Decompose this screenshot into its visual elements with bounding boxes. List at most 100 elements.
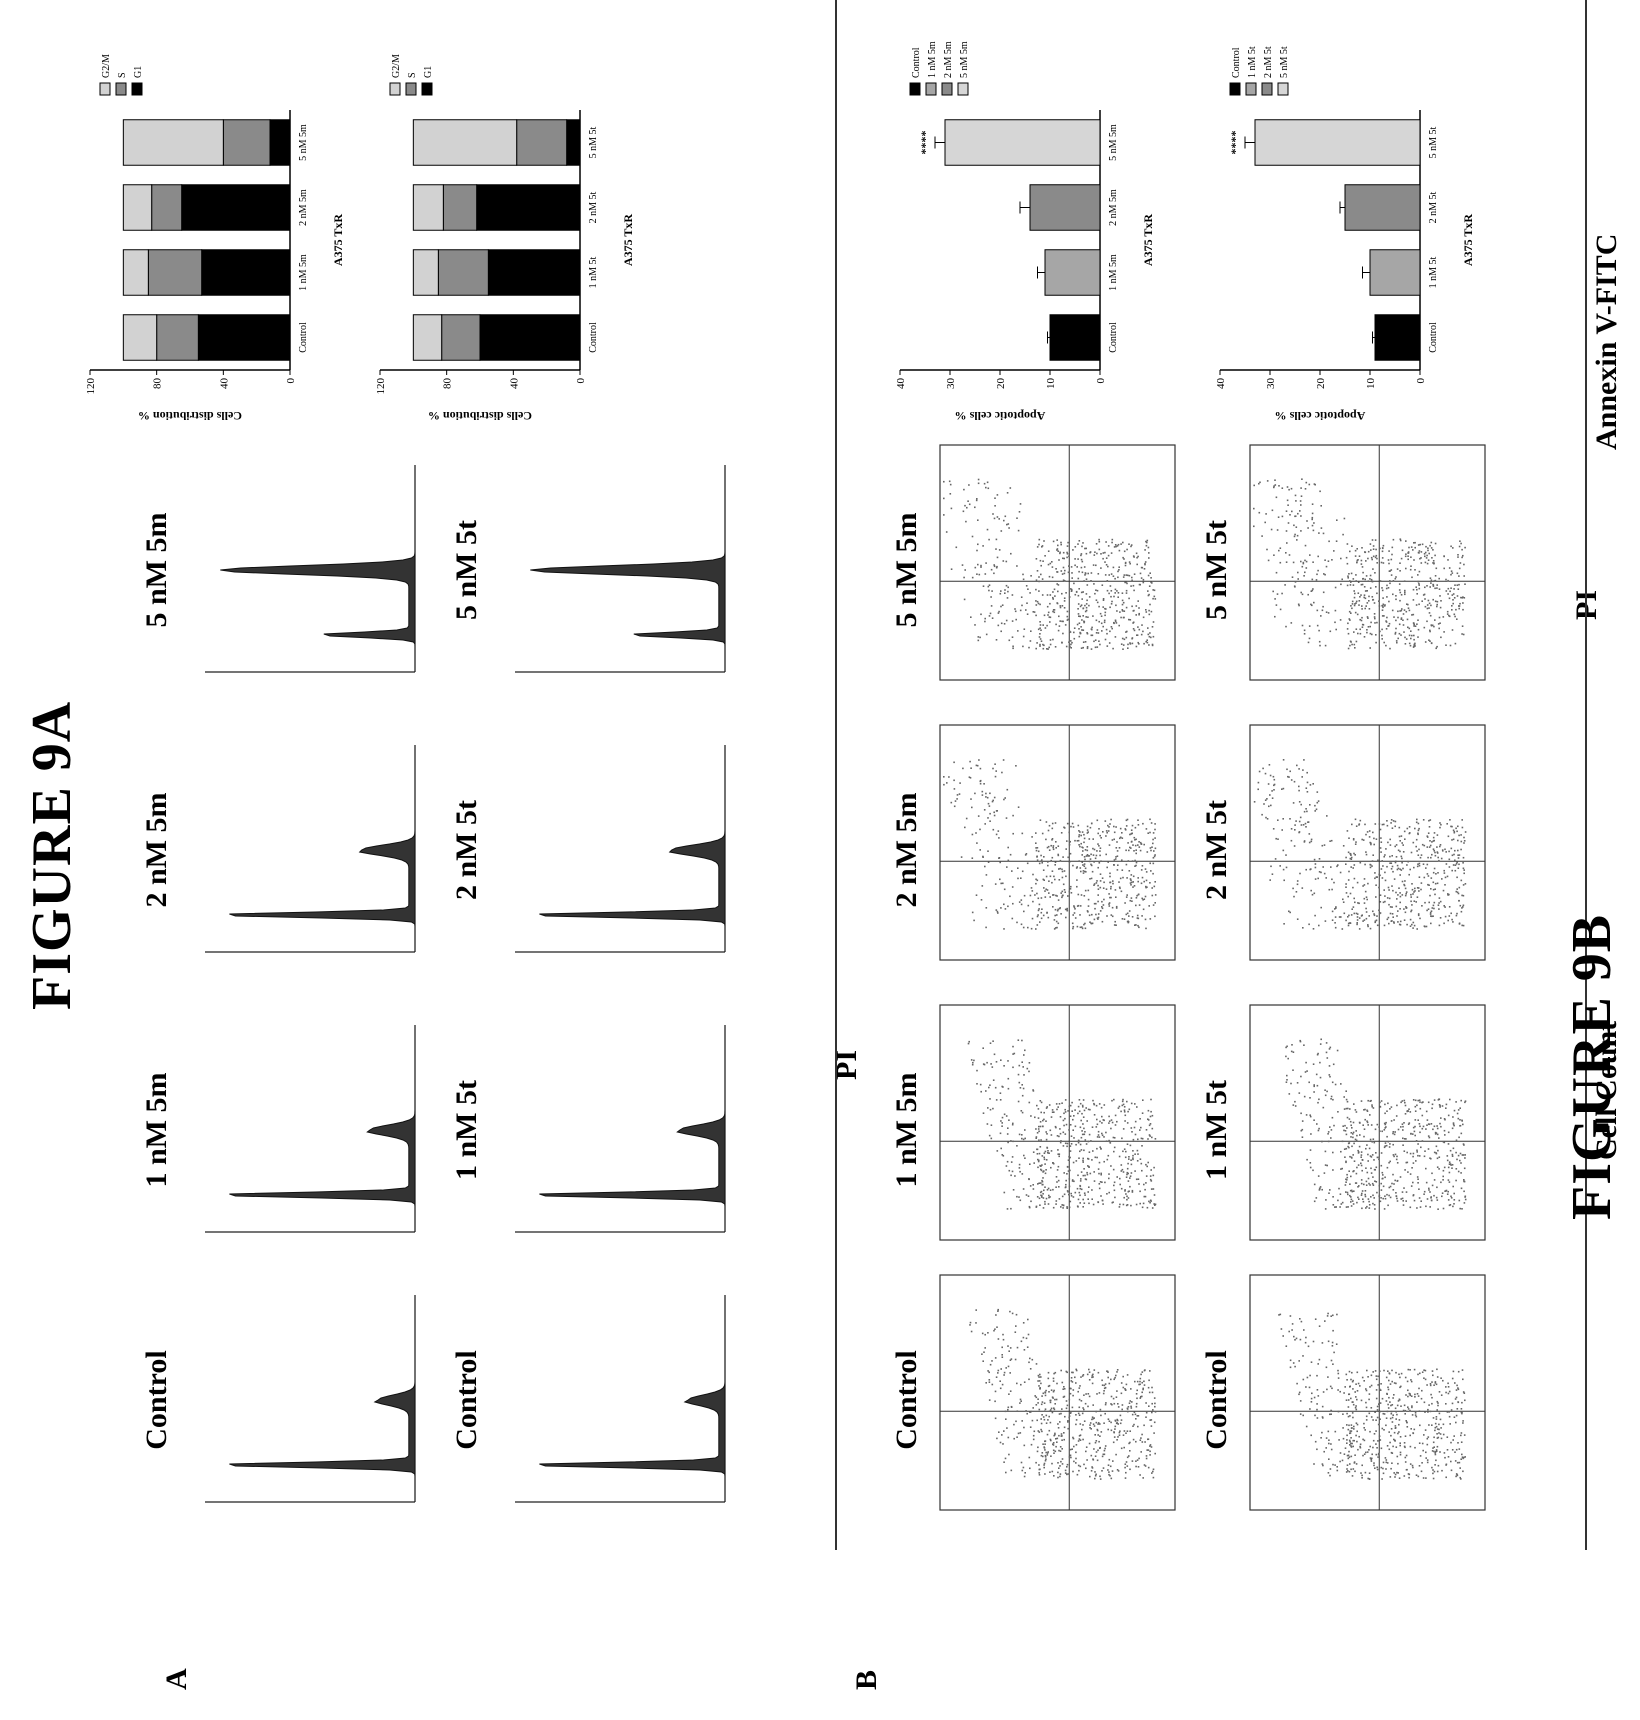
bar-segment: [412, 249, 439, 296]
bar-segment: [566, 119, 581, 166]
scatter-svg: [1249, 1274, 1486, 1511]
bar-segment: [156, 314, 199, 361]
x-tick-label: Control: [298, 322, 309, 353]
pi-axis-title-b: PI: [1570, 590, 1604, 620]
legend-label: G1: [423, 66, 434, 78]
legend-label: S: [117, 72, 128, 78]
y-tick-label: 0: [575, 378, 587, 384]
bar-segment: [441, 314, 481, 361]
scatter-plot: [1245, 1270, 1495, 1520]
legend-label: G1: [133, 66, 144, 78]
y-tick-label: 40: [218, 378, 230, 390]
y-tick-label: 120: [375, 378, 387, 395]
panel-separator-b: [1585, 0, 1587, 1550]
legend-swatch: [925, 82, 937, 96]
histogram-plot: [200, 740, 430, 970]
histogram-plot: [510, 460, 740, 690]
legend-swatch: [405, 82, 417, 96]
histogram-svg: [515, 1025, 726, 1233]
histogram-svg: [515, 745, 726, 953]
scatter-frame: [939, 724, 1176, 961]
bar-segment: [516, 119, 568, 166]
bar-chart: 0 40 80 120 Cells distribution % A375 TxR Cont…: [70, 20, 350, 430]
condition-label-b: 1 nM 5t: [1200, 1080, 1233, 1180]
histogram-curve: [229, 745, 416, 952]
condition-label-b: 5 nM 5t: [1200, 520, 1233, 620]
condition-label-b: Control: [890, 1350, 923, 1450]
bar: [1049, 314, 1101, 361]
legend-swatch: [131, 82, 143, 96]
bar-segment: [181, 184, 291, 231]
bar-chart-svg: 0 10 20 30 40 Apoptotic cells % A375 TxR Contro…: [1215, 46, 1475, 423]
condition-label-b: Control: [1200, 1350, 1233, 1450]
bar-chart: 0 10 20 30 40 Apoptotic cells % A375 TxR Contro…: [880, 20, 1160, 430]
bar-ylabel: Cells distribution %: [138, 409, 242, 423]
scatter-frame: [939, 444, 1176, 681]
bar-segment: [442, 184, 478, 231]
scatter-plot: [935, 1270, 1185, 1520]
significance-label: ****: [1228, 131, 1242, 155]
legend-label: 2 nM 5m: [943, 41, 954, 78]
scatter-frame: [1249, 724, 1486, 961]
histogram-svg: [515, 1295, 726, 1503]
legend-swatch: [115, 82, 127, 96]
y-tick-label: 10: [1365, 378, 1377, 390]
bar: [1254, 119, 1421, 166]
condition-label-a: 1 nM 5m: [140, 1072, 173, 1188]
condition-label-a: 2 nM 5m: [140, 792, 173, 908]
scatter-frame: [1249, 444, 1486, 681]
x-tick-label: 5 nM 5m: [298, 124, 309, 161]
legend-swatch: [1245, 82, 1257, 96]
legend-label: 2 nM 5t: [1263, 46, 1274, 78]
condition-label-a: 2 nM 5t: [450, 800, 483, 900]
x-tick-label: Control: [588, 322, 599, 353]
condition-label-a: Control: [450, 1350, 483, 1450]
y-tick-label: 10: [1045, 378, 1057, 390]
scatter-svg: [1249, 444, 1486, 681]
bar-segment: [412, 119, 518, 166]
scatter-svg: [939, 1274, 1176, 1511]
bar-chart: 0 40 80 120 Cells distribution % A375 TxR Cont…: [360, 20, 640, 430]
histogram-curve: [539, 1295, 726, 1502]
legend-swatch: [1261, 82, 1273, 96]
x-tick-label: 2 nM 5m: [298, 189, 309, 226]
x-tick-label: 2 nM 5t: [588, 191, 599, 223]
bar-ylabel: Cells distribution %: [428, 409, 532, 423]
panel-b-letter: B: [850, 1669, 883, 1690]
histogram-plot: [510, 1020, 740, 1250]
condition-label-b: 2 nM 5t: [1200, 800, 1233, 900]
y-tick-label: 120: [85, 378, 97, 395]
bar-segment: [479, 314, 581, 361]
x-tick-label: 1 nM 5t: [588, 256, 599, 288]
x-tick-label: 1 nM 5t: [1428, 256, 1439, 288]
bar-segment: [201, 249, 291, 296]
scatter-plot: [935, 440, 1185, 690]
legend-label: 1 nM 5t: [1247, 46, 1258, 78]
scatter-plot: [1245, 1000, 1495, 1250]
legend-label: 1 nM 5m: [927, 41, 938, 78]
histogram-curve: [229, 1025, 416, 1232]
figure-9b-title: FIGURE 9B: [1561, 913, 1623, 1220]
y-tick-label: 0: [1095, 378, 1107, 384]
y-tick-label: 40: [895, 378, 907, 390]
condition-label-a: 5 nM 5m: [140, 512, 173, 628]
legend-swatch: [389, 82, 401, 96]
scatter-frame: [1249, 1274, 1486, 1511]
scatter-svg: [939, 444, 1176, 681]
x-tick-label: Control: [1108, 322, 1119, 353]
bar-chart: 0 10 20 30 40 Apoptotic cells % A375 TxR Contro…: [1200, 20, 1480, 430]
y-tick-label: 0: [285, 378, 297, 384]
histogram-curve: [530, 465, 726, 672]
condition-label-a: 5 nM 5t: [450, 520, 483, 620]
legend-swatch: [957, 82, 969, 96]
bar-segment: [151, 184, 183, 231]
bar: [1369, 249, 1421, 296]
significance-label: ****: [918, 131, 932, 155]
bar-title: A375 TxR: [1141, 214, 1155, 266]
histogram-curve: [539, 1025, 726, 1232]
bar-segment: [122, 184, 153, 231]
bar-segment: [122, 314, 158, 361]
condition-label-b: 2 nM 5m: [890, 792, 923, 908]
histogram-svg: [205, 1025, 416, 1233]
